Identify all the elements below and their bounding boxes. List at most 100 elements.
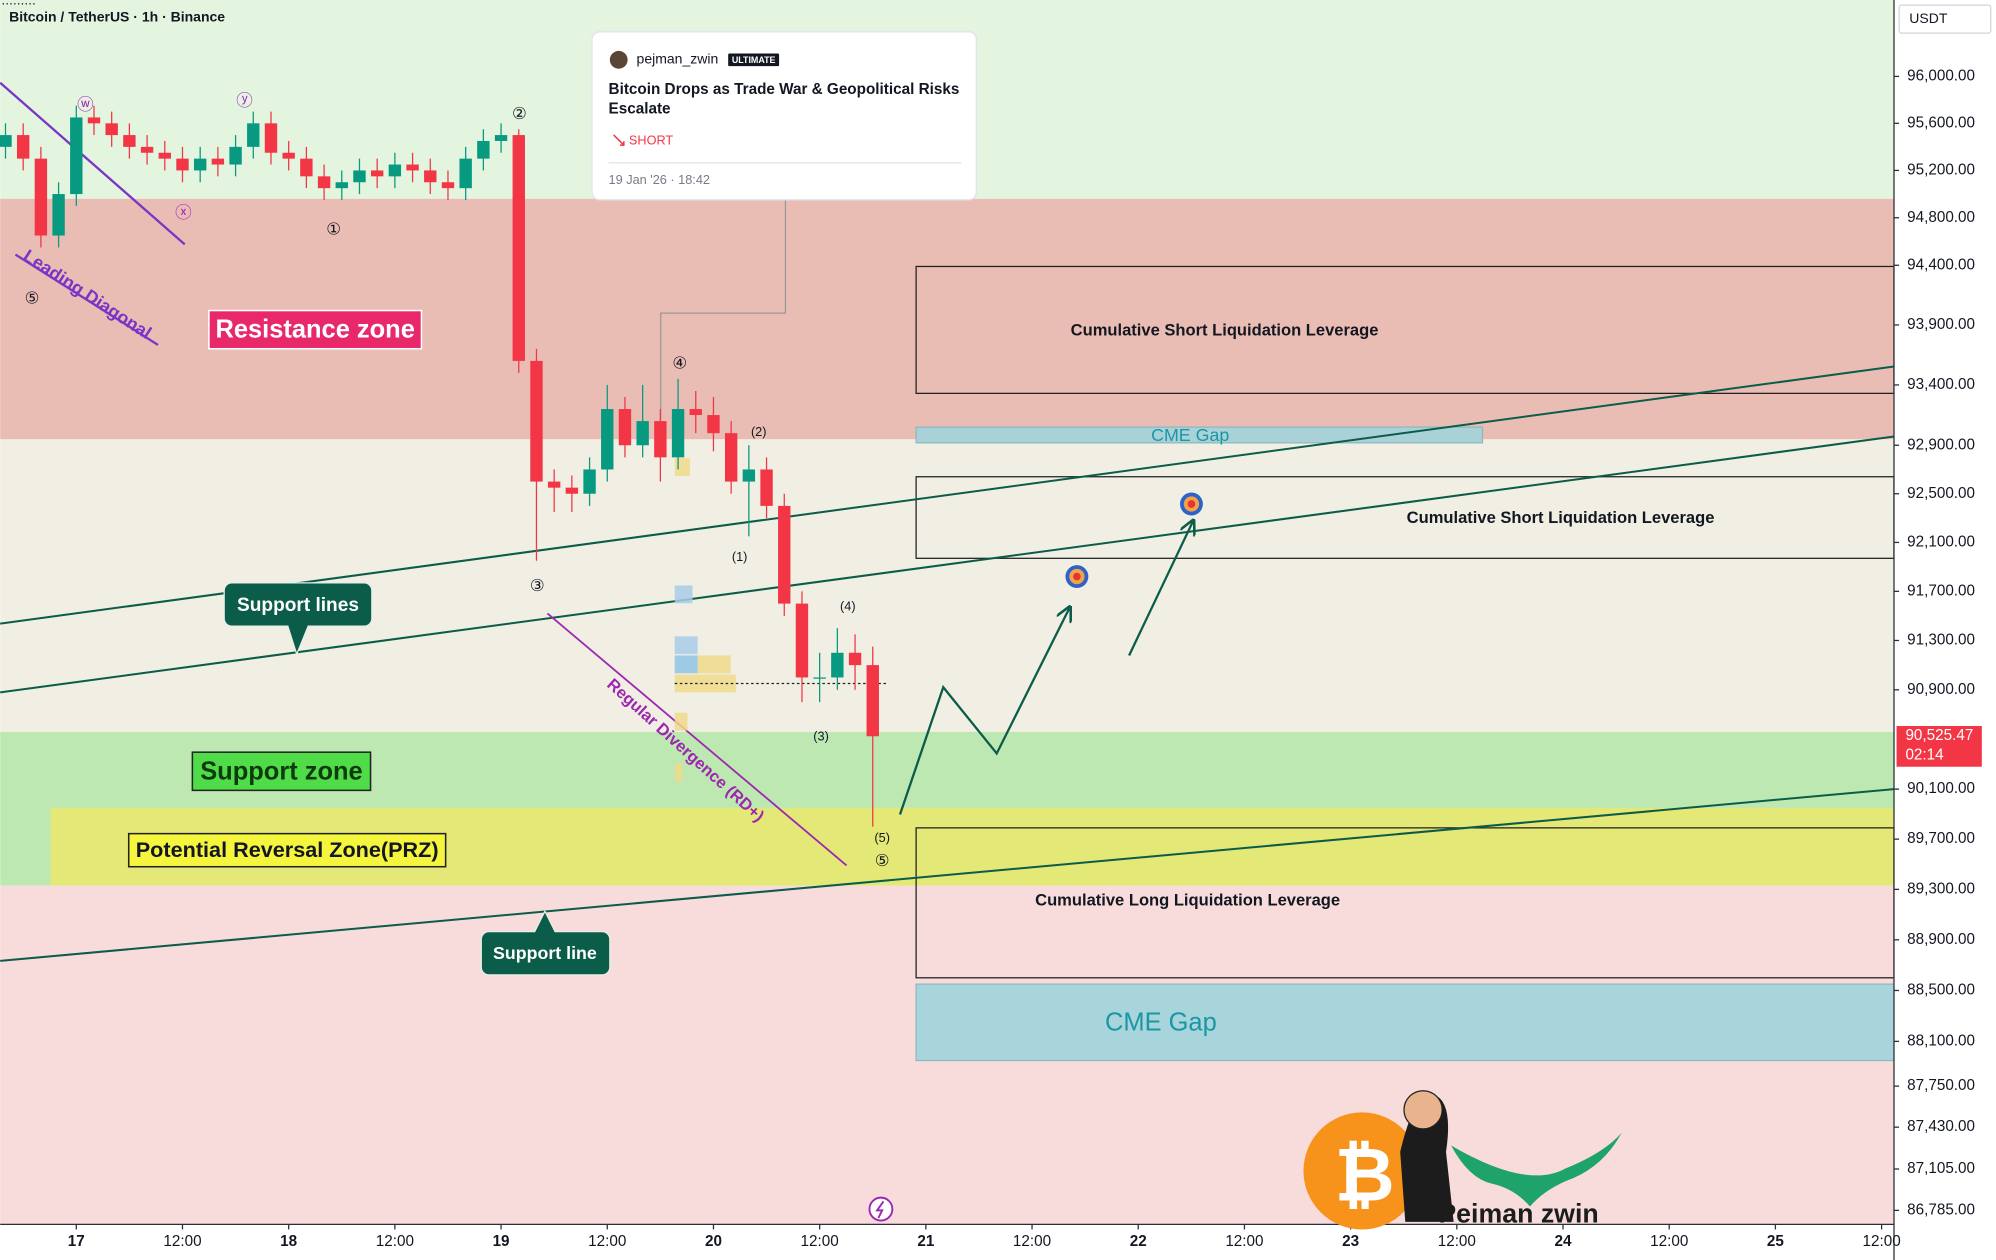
event-icon	[875, 1200, 885, 1219]
gap-label: CME Gap	[1151, 425, 1229, 445]
candle-body	[848, 652, 862, 666]
candle-body	[370, 170, 384, 177]
candle-body	[760, 469, 773, 506]
candle-body	[158, 152, 171, 159]
x-tick-label: 18	[280, 1233, 297, 1250]
x-tick-label: 12:00	[376, 1233, 414, 1250]
y-tick-label: 92,100.00	[1907, 533, 1975, 550]
unit-label: USDT	[1909, 10, 1948, 26]
y-tick-label: 87,105.00	[1907, 1160, 1975, 1177]
candle-body	[105, 123, 118, 136]
candle-body	[16, 135, 30, 159]
candle-body	[247, 123, 260, 147]
candle-body	[494, 135, 508, 141]
x-tick-label: 12:00	[1013, 1233, 1051, 1250]
candle-body	[477, 140, 490, 159]
y-tick-label: 95,200.00	[1907, 161, 1975, 178]
candle-body	[424, 170, 437, 183]
unit-box	[1898, 4, 1992, 34]
y-tick-label: 89,300.00	[1907, 880, 1975, 897]
x-tick-label: 23	[1342, 1233, 1359, 1250]
y-tick-label: 90,900.00	[1907, 681, 1975, 698]
candle-body	[813, 677, 826, 679]
wave-label: ①	[326, 220, 341, 239]
news-author: pejman_zwin	[637, 51, 719, 67]
x-tick-label: 12:00	[163, 1233, 201, 1250]
logo-symbol: ₿	[1334, 1134, 1394, 1217]
badge-box	[728, 53, 780, 67]
price-axis	[1894, 0, 1996, 1260]
wave-label: (5)	[874, 830, 890, 845]
x-tick-label: 12:00	[1863, 1233, 1901, 1250]
candle-body	[300, 158, 313, 177]
zone-label-box	[127, 832, 447, 868]
y-tick-label: 87,430.00	[1907, 1118, 1975, 1135]
x-tick-label: 25	[1767, 1233, 1784, 1250]
news-headline-box: Bitcoin Drops as Trade War & Geopolitica…	[608, 80, 960, 118]
y-tick-label: 92,500.00	[1907, 485, 1975, 502]
volume-profile	[674, 712, 688, 731]
logo-coin	[1303, 1112, 1421, 1230]
y-tick-label: 88,100.00	[1907, 1032, 1975, 1049]
support-line	[0, 365, 1895, 625]
wave-label: ⑤	[875, 851, 890, 870]
logo-head	[1403, 1090, 1443, 1130]
news-headline: Bitcoin Drops as Trade War & Geopolitica…	[608, 80, 960, 118]
countdown: 02:14	[1905, 746, 1944, 763]
forecast-path	[898, 608, 1069, 815]
last-price-box	[1896, 726, 1982, 767]
y-tick-label: 94,400.00	[1907, 256, 1975, 273]
price-box	[915, 983, 1895, 1062]
candle-body	[406, 164, 419, 171]
box-label: Cumulative Short Liquidation Leverage	[1071, 321, 1379, 340]
volume-profile	[674, 655, 698, 674]
candle-body	[512, 135, 525, 361]
callout	[480, 909, 611, 976]
event-icon	[868, 1196, 894, 1222]
y-tick-label: 91,700.00	[1907, 582, 1975, 599]
support-line	[0, 435, 1895, 694]
candle-body	[671, 409, 685, 458]
candle-body	[459, 158, 472, 189]
candle-body	[264, 123, 278, 153]
wave-label: (1)	[732, 549, 748, 564]
y-tick-label: 93,400.00	[1907, 376, 1975, 393]
connector	[660, 199, 787, 420]
wave-label: (4)	[840, 598, 856, 613]
background	[0, 0, 1895, 1225]
candle-body	[353, 170, 366, 183]
wave-label: (3)	[813, 728, 829, 743]
y-tick-label: 88,900.00	[1907, 931, 1975, 948]
x-tick-label: 17	[68, 1233, 85, 1250]
candle-body	[618, 409, 632, 446]
x-tick-label: 12:00	[801, 1233, 839, 1250]
candle-body	[0, 135, 12, 147]
candle-body	[140, 146, 154, 153]
x-tick-label: 12:00	[588, 1233, 626, 1250]
candle-body	[742, 469, 756, 482]
y-tick-label: 91,300.00	[1907, 632, 1975, 649]
box-label: Cumulative Short Liquidation Leverage	[1407, 508, 1715, 527]
volume-profile	[674, 458, 690, 476]
wave-label: ⑤	[25, 288, 40, 307]
y-tick-label: 94,800.00	[1907, 209, 1975, 226]
y-tick-label: 90,100.00	[1907, 780, 1975, 797]
chart-title: Bitcoin / TetherUS · 1h · Binance	[9, 9, 225, 25]
y-tick-label: 87,750.00	[1907, 1077, 1975, 1094]
candle-body	[689, 409, 702, 416]
x-tick-label: 22	[1130, 1233, 1147, 1250]
y-tick-label: 96,000.00	[1907, 67, 1975, 84]
candle-body	[70, 117, 83, 195]
volume-profile	[674, 585, 693, 604]
candle-body	[282, 152, 295, 159]
news-date: 19 Jan '26 · 18:42	[609, 172, 710, 187]
y-tick-label: 93,900.00	[1907, 316, 1975, 333]
candle-body	[565, 487, 579, 494]
logo-name: Peiman zwin	[1438, 1199, 1598, 1229]
y-tick-label: 92,900.00	[1907, 436, 1975, 453]
zone-label: Potential Reversal Zone(PRZ)	[136, 837, 439, 862]
candle-body	[778, 505, 791, 604]
candle-body	[583, 469, 596, 494]
zone-label-box	[208, 309, 423, 350]
